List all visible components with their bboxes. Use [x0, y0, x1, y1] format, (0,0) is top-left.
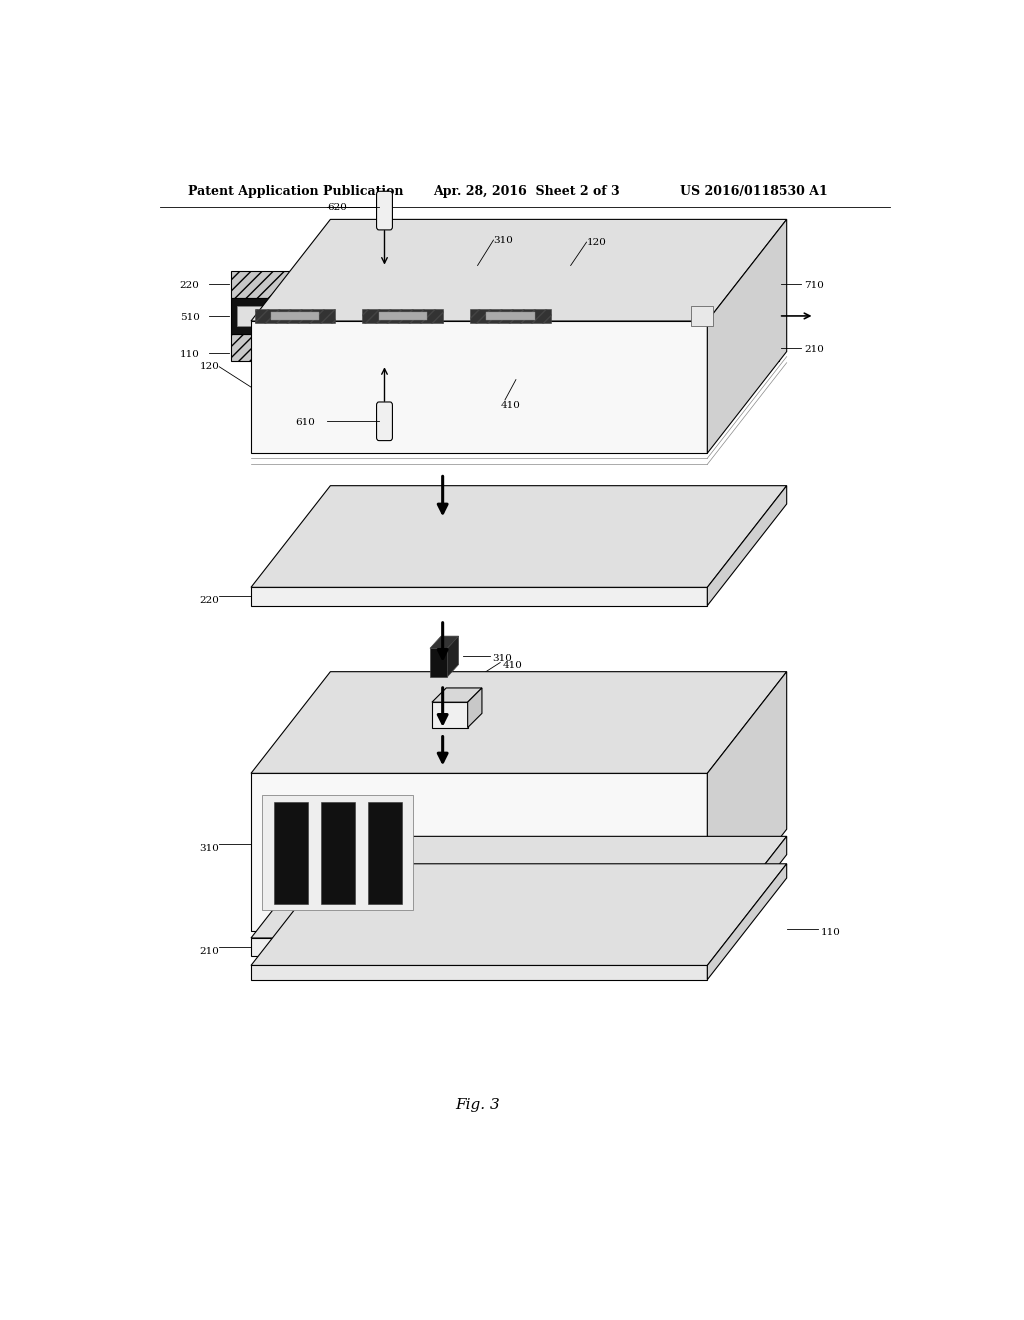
Polygon shape — [708, 486, 786, 606]
Polygon shape — [468, 688, 482, 727]
Text: 110: 110 — [821, 928, 841, 937]
Polygon shape — [447, 636, 459, 677]
Bar — [273, 801, 308, 904]
Text: 120: 120 — [587, 238, 606, 247]
Bar — [321, 801, 355, 904]
FancyBboxPatch shape — [377, 191, 392, 230]
Bar — [255, 309, 336, 323]
Polygon shape — [432, 688, 482, 702]
Bar — [262, 796, 414, 911]
Bar — [231, 271, 778, 297]
Text: 310: 310 — [493, 653, 513, 663]
Text: 310: 310 — [200, 843, 219, 853]
Text: 210: 210 — [804, 345, 824, 354]
Text: 620: 620 — [328, 203, 347, 211]
Text: Fig. 2: Fig. 2 — [455, 376, 500, 391]
Polygon shape — [251, 321, 708, 453]
Text: 310: 310 — [494, 235, 513, 244]
Text: Apr. 28, 2016  Sheet 2 of 3: Apr. 28, 2016 Sheet 2 of 3 — [433, 185, 621, 198]
Text: 710: 710 — [804, 281, 824, 290]
Text: 410: 410 — [501, 401, 521, 411]
Text: US 2016/0118530 A1: US 2016/0118530 A1 — [680, 185, 827, 198]
Polygon shape — [251, 672, 786, 774]
Polygon shape — [430, 648, 447, 677]
Bar — [691, 306, 713, 326]
FancyBboxPatch shape — [377, 403, 392, 441]
Polygon shape — [251, 774, 708, 931]
Polygon shape — [708, 837, 786, 956]
Polygon shape — [251, 837, 786, 939]
Polygon shape — [708, 672, 786, 931]
Polygon shape — [251, 219, 786, 321]
Text: 220: 220 — [179, 281, 200, 290]
Polygon shape — [251, 486, 786, 587]
Bar — [237, 306, 686, 326]
Text: Fig. 3: Fig. 3 — [455, 1098, 500, 1111]
Polygon shape — [708, 863, 786, 979]
Bar — [231, 334, 778, 362]
Polygon shape — [251, 939, 708, 956]
Bar — [486, 312, 535, 321]
Bar — [379, 312, 427, 321]
Text: 120: 120 — [200, 362, 219, 371]
Polygon shape — [251, 863, 786, 965]
Text: Patent Application Publication: Patent Application Publication — [187, 185, 403, 198]
Polygon shape — [708, 219, 786, 453]
Polygon shape — [430, 636, 459, 648]
Polygon shape — [251, 587, 708, 606]
Bar — [470, 309, 551, 323]
Polygon shape — [251, 965, 708, 979]
Text: 110: 110 — [179, 350, 200, 359]
Text: 510: 510 — [179, 313, 200, 322]
Bar — [231, 297, 778, 334]
Text: 210: 210 — [200, 946, 219, 956]
Bar — [362, 309, 443, 323]
Bar — [270, 312, 319, 321]
Polygon shape — [432, 702, 468, 727]
Bar — [368, 801, 402, 904]
Text: 220: 220 — [200, 597, 219, 605]
Text: 610: 610 — [296, 418, 315, 428]
Text: 410: 410 — [503, 661, 522, 671]
